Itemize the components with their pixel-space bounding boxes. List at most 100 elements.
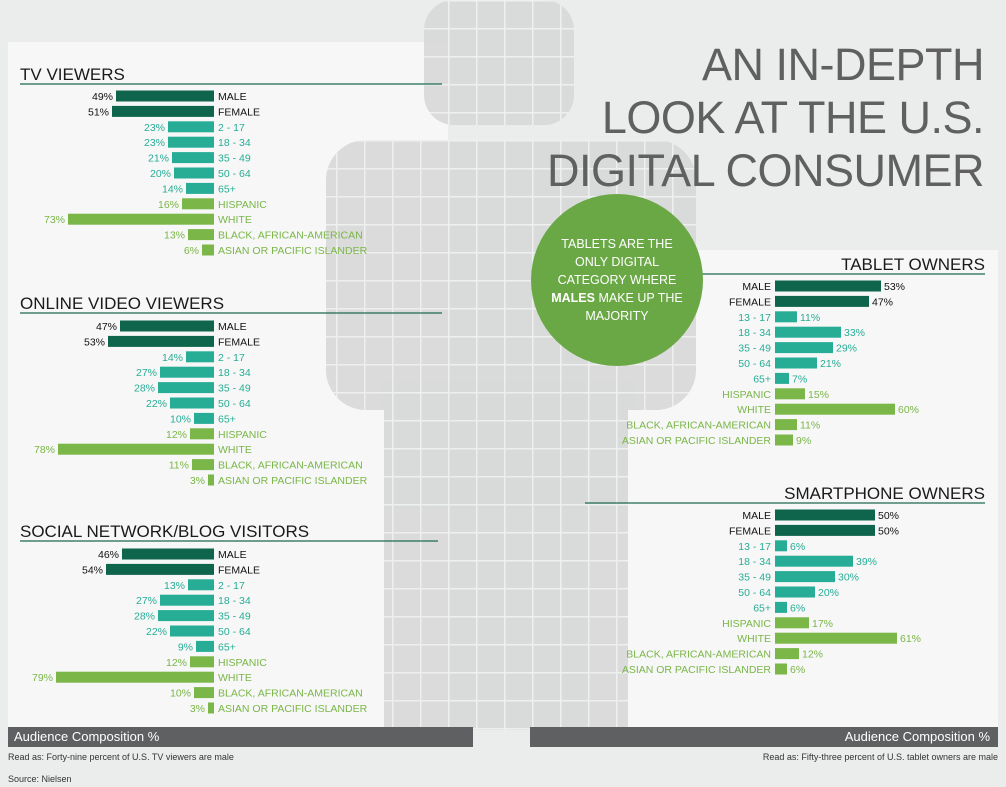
category-label: BLACK, AFRICAN-AMERICAN — [218, 230, 363, 242]
footer-bar-left: Audience Composition % — [8, 727, 473, 747]
bar — [775, 663, 787, 675]
value-label: 27% — [136, 367, 157, 379]
category-label: 18 - 34 — [218, 367, 251, 379]
value-label: 30% — [838, 572, 859, 584]
value-label: 22% — [146, 398, 167, 410]
footer-bar-right: Audience Composition % — [530, 727, 998, 747]
value-label: 78% — [34, 444, 55, 456]
value-label: 14% — [162, 183, 183, 195]
value-label: 29% — [836, 343, 857, 355]
category-label: 2 - 17 — [218, 122, 245, 134]
category-label: ASIAN OR PACIFIC ISLANDER — [218, 475, 368, 487]
value-label: 21% — [820, 358, 841, 370]
bar — [122, 548, 214, 560]
bar — [775, 326, 841, 338]
bar — [196, 640, 214, 652]
value-label: 50% — [878, 525, 899, 537]
bar — [775, 311, 797, 323]
category-label: ASIAN OR PACIFIC ISLANDER — [622, 664, 772, 676]
bar — [194, 412, 214, 424]
value-label: 6% — [790, 602, 805, 614]
footer-note-right: Read as: Fifty-three percent of U.S. tab… — [762, 752, 998, 762]
value-label: 49% — [92, 91, 113, 103]
value-label: 15% — [808, 389, 829, 401]
bar — [190, 428, 214, 440]
category-label: WHITE — [737, 633, 771, 645]
category-label: WHITE — [737, 404, 771, 416]
bar — [208, 702, 214, 714]
value-label: 50% — [878, 510, 899, 522]
bar — [158, 382, 214, 394]
category-label: 50 - 64 — [218, 626, 251, 638]
bar — [68, 213, 214, 225]
category-label: WHITE — [218, 214, 252, 226]
category-label: 35 - 49 — [738, 343, 771, 355]
footer-label-left: Audience Composition % — [14, 729, 160, 744]
value-label: 16% — [158, 199, 179, 211]
bar — [174, 167, 214, 179]
category-label: HISPANIC — [218, 199, 267, 211]
value-label: 11% — [800, 312, 820, 324]
category-label: 2 - 17 — [218, 580, 245, 592]
category-label: HISPANIC — [722, 618, 771, 630]
value-label: 12% — [166, 657, 187, 669]
category-label: 18 - 34 — [218, 595, 251, 607]
category-label: 65+ — [218, 183, 236, 195]
category-label: 18 - 34 — [738, 556, 771, 568]
category-label: MALE — [218, 321, 247, 333]
category-label: 35 - 49 — [738, 572, 771, 584]
chart-title: TABLET OWNERS — [841, 255, 985, 274]
category-label: MALE — [218, 549, 247, 561]
bar — [188, 229, 214, 241]
bar — [182, 198, 214, 210]
category-label: ASIAN OR PACIFIC ISLANDER — [218, 245, 368, 257]
footer-label-right: Audience Composition % — [844, 729, 990, 744]
value-label: 23% — [144, 137, 165, 149]
bar — [775, 372, 789, 384]
bar — [116, 90, 214, 102]
value-label: 53% — [84, 336, 105, 348]
bar — [775, 388, 805, 400]
bar — [775, 419, 797, 431]
category-label: 50 - 64 — [218, 168, 251, 180]
category-label: BLACK, AFRICAN-AMERICAN — [626, 420, 771, 432]
category-label: FEMALE — [729, 296, 771, 308]
category-label: 50 - 64 — [738, 587, 771, 599]
bar — [775, 342, 833, 354]
value-label: 54% — [82, 564, 103, 576]
value-label: 23% — [144, 122, 165, 134]
bar — [172, 152, 214, 164]
callout-text-before: TABLETS ARE THE ONLY DIGITAL CATEGORY WH… — [557, 237, 677, 287]
callout-circle: TABLETS ARE THE ONLY DIGITAL CATEGORY WH… — [531, 194, 703, 366]
value-label: 12% — [166, 429, 187, 441]
chart-title: SOCIAL NETWORK/BLOG VISITORS — [20, 522, 309, 541]
bar — [190, 656, 214, 668]
value-label: 28% — [134, 383, 155, 395]
value-label: 20% — [150, 168, 171, 180]
value-label: 10% — [170, 688, 191, 700]
value-label: 53% — [884, 281, 905, 293]
bar — [56, 671, 214, 683]
bar — [160, 594, 214, 606]
bar — [112, 105, 214, 117]
bar — [168, 121, 214, 133]
category-label: 50 - 64 — [738, 358, 771, 370]
bar — [775, 509, 875, 521]
value-label: 60% — [898, 404, 919, 416]
value-label: 6% — [184, 245, 199, 257]
bar — [120, 320, 214, 332]
title-line-1: AN IN-DEPTH — [701, 39, 985, 90]
bar — [775, 586, 815, 598]
category-label: HISPANIC — [722, 389, 771, 401]
category-label: FEMALE — [729, 525, 771, 537]
value-label: 10% — [170, 413, 191, 425]
value-label: 7% — [792, 373, 807, 385]
category-label: 65+ — [218, 641, 236, 653]
value-label: 39% — [856, 556, 877, 568]
bar — [775, 540, 787, 552]
value-label: 47% — [96, 321, 117, 333]
category-label: FEMALE — [218, 106, 260, 118]
value-label: 28% — [134, 611, 155, 623]
value-label: 6% — [790, 541, 805, 553]
